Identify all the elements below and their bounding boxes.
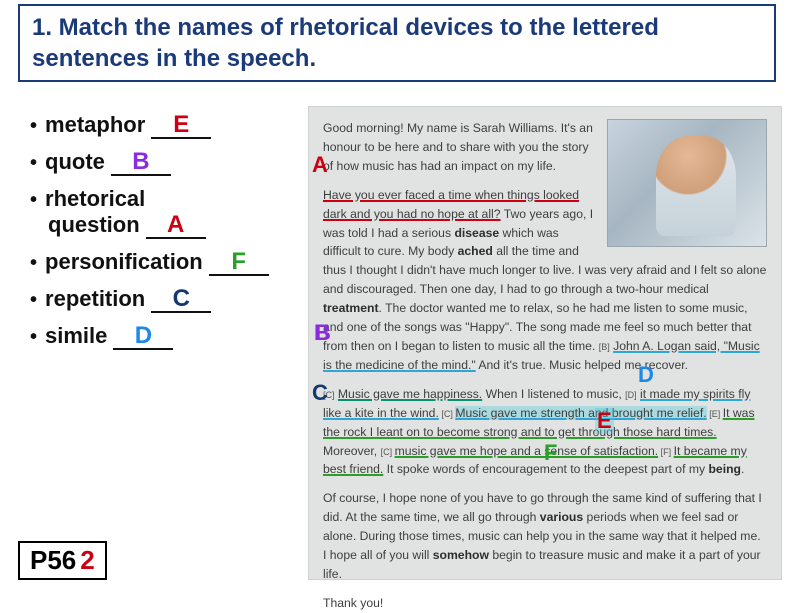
sentence-c2: Music gave me strength and brought me re… <box>455 406 706 420</box>
answer-blank: B <box>111 150 171 176</box>
list-item: • quote B <box>30 149 300 176</box>
bracket-label: [B] <box>599 342 610 352</box>
answer-blank: F <box>209 250 269 276</box>
text: When I listened to music, <box>482 387 625 401</box>
speech-passage: Good morning! My name is Sarah Williams.… <box>308 106 782 580</box>
device-label: repetition <box>45 286 145 312</box>
bracket-label: [D] <box>625 390 637 400</box>
bold-word: somehow <box>433 548 489 562</box>
device-list: • metaphor E • quote B • rhetorical ques… <box>30 112 300 360</box>
list-item: • metaphor E <box>30 112 300 139</box>
overlay-letter-a: A <box>312 152 328 178</box>
bold-word: ached <box>458 244 493 258</box>
sentence-c: Music gave me happiness. <box>338 387 482 401</box>
text: And it's true. Music helped me recover. <box>476 358 688 372</box>
page-number: 2 <box>80 545 94 575</box>
list-item: • rhetorical question A <box>30 186 300 239</box>
bullet-icon: • <box>30 326 37 349</box>
bullet-icon: • <box>30 252 37 275</box>
page-reference: P562 <box>18 541 107 580</box>
sentence-c3: music gave me hope and a sense of satisf… <box>395 444 659 458</box>
overlay-letter-f: F <box>544 440 557 466</box>
closing: Thank you! <box>323 594 767 613</box>
overlay-letter-c: C <box>312 380 328 406</box>
bullet-icon: • <box>30 115 37 138</box>
answer-blank: A <box>146 213 206 239</box>
bullet-icon: • <box>30 152 37 175</box>
device-label: simile <box>45 323 107 349</box>
device-label-line2: question <box>48 212 140 238</box>
bullet-icon: • <box>30 289 37 312</box>
bold-word: disease <box>454 226 499 240</box>
device-label: quote <box>45 149 105 175</box>
overlay-letter-b: B <box>314 320 330 346</box>
list-item: • repetition C <box>30 286 300 313</box>
text: Good morning! My name is Sarah Williams.… <box>323 121 593 173</box>
bracket-label: [C] <box>439 409 456 419</box>
bold-word: being <box>708 462 741 476</box>
overlay-letter-e: E <box>595 408 614 434</box>
overlay-letter-d: D <box>638 362 654 388</box>
device-label: metaphor <box>45 112 145 138</box>
answer-blank: C <box>151 287 211 313</box>
speaker-photo <box>607 119 767 247</box>
bracket-label: [F] <box>658 447 674 457</box>
list-item: • simile D <box>30 323 300 350</box>
answer-blank: E <box>151 113 211 139</box>
bullet-icon: • <box>30 189 37 212</box>
page-label: P56 <box>30 545 76 575</box>
bracket-label: [C] <box>381 447 395 457</box>
title-box: 1. Match the names of rhetorical devices… <box>18 4 776 82</box>
paragraph: Of course, I hope none of you have to go… <box>323 489 767 584</box>
device-label: personification <box>45 249 203 275</box>
instruction-title: 1. Match the names of rhetorical devices… <box>32 12 762 74</box>
bold-word: various <box>540 510 583 524</box>
device-label: rhetorical <box>45 186 145 212</box>
text: . <box>741 462 744 476</box>
answer-blank: D <box>113 324 173 350</box>
bracket-label: [E] <box>707 409 723 419</box>
text: Moreover, <box>323 444 381 458</box>
bold-word: treatment <box>323 301 379 315</box>
list-item: • personification F <box>30 249 300 276</box>
